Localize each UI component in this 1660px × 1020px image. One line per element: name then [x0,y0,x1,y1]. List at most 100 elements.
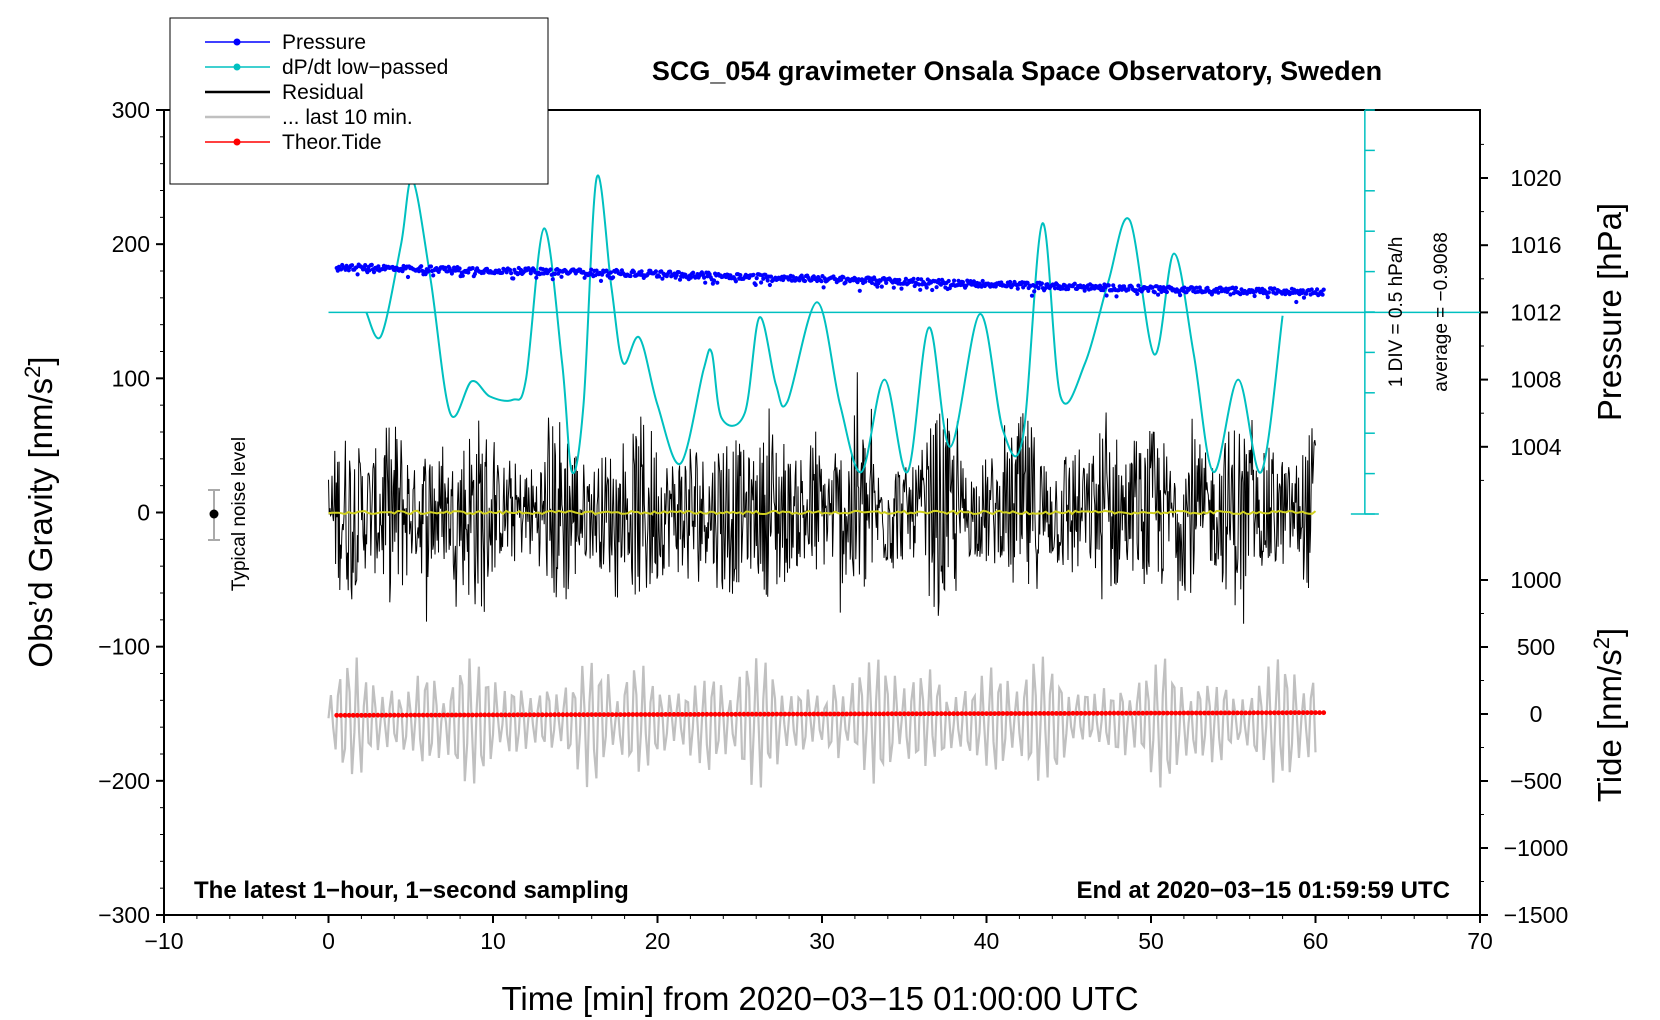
tide-point [675,712,681,717]
pressure-point [751,272,756,277]
tide-point [396,712,401,718]
tide-point [511,712,516,718]
pressure-point [507,267,513,272]
tide-point [873,711,878,717]
tide-point [1144,710,1150,716]
tide-point [815,711,821,717]
series-dpdt [365,174,1284,475]
chart-title: SCG_054 gravimeter Onsala Space Observat… [652,56,1382,86]
pressure-point [952,278,957,283]
pressure-point [691,270,696,275]
tide-point [893,711,899,717]
tide-tick-label: −1000 [1504,835,1569,861]
pressure-point [500,270,505,275]
pressure-point [911,276,916,281]
tide-axis-label-sup: 2 [1589,637,1614,649]
pressure-point [879,284,884,289]
pressure-point [1104,293,1109,298]
pressure-point [1252,293,1257,299]
pressure-point [1036,286,1041,291]
tide-point [630,712,636,717]
pressure-point [550,277,555,282]
tide-point [350,712,356,718]
tide-point [819,711,825,717]
pressure-point [540,267,546,272]
pressure-point [631,269,637,274]
tide-point [1292,710,1298,716]
tide-point [379,712,385,718]
pressure-point [711,278,717,283]
pressure-point [703,280,708,285]
pressure-point [1194,285,1199,290]
tide-point [1309,710,1314,716]
tide-point [646,712,652,717]
y-tick-label: −200 [98,768,150,794]
tide-point [844,711,850,717]
tide-point [877,711,882,717]
x-tick-label: 30 [809,928,835,954]
pressure-point [443,265,448,270]
pressure-point [363,263,368,268]
tide-point [889,711,895,717]
tide-point [951,711,956,717]
tide-point [1004,711,1010,716]
pressure-point [676,270,682,275]
pressure-point [431,273,436,278]
pressure-point [660,276,665,281]
y-tick-label: −300 [98,902,150,928]
tide-point [548,712,553,718]
tide-point [1000,711,1006,716]
tide-point [1078,710,1084,716]
x-tick-label: 0 [322,928,335,954]
pressure-point [1315,287,1320,292]
tide-point [474,712,479,718]
pressure-point [1228,292,1233,297]
pressure-point [1066,286,1071,292]
legend-marker [233,138,241,146]
tide-point [622,712,627,717]
x-axis-label: Time [min] from 2020−03−15 01:00:00 UTC [501,980,1138,1017]
tide-point [638,712,644,717]
tide-point [453,712,459,718]
pressure-point [1309,287,1314,292]
tide-point [1132,710,1137,716]
tide-point [794,711,800,717]
tide-point [975,711,981,716]
pressure-point [668,269,673,274]
tide-point [1054,711,1059,716]
tide-point [683,712,689,717]
x-tick-label: 50 [1138,928,1164,954]
tide-point [823,711,829,717]
tide-point [807,711,813,717]
tide-tick-label: 1000 [1510,567,1561,593]
pressure-point [1029,293,1035,298]
tide-point [527,712,533,718]
tide-point [486,712,492,718]
tide-point [659,712,664,717]
tide-axis-label-close: ] [1591,628,1628,637]
legend-label: Pressure [282,31,366,54]
tide-point [926,711,932,717]
y-axis-label-sup: 2 [20,366,45,378]
pressure-point [903,276,909,281]
pressure-point [1136,283,1141,288]
tide-point [614,712,619,717]
tide-point [1317,710,1322,716]
pressure-point [604,268,609,273]
tide-point [507,712,512,718]
tide-point [1255,710,1261,716]
tide-point [688,712,693,717]
tide-point [885,711,891,717]
tide-point [897,711,903,717]
legend-box [169,17,549,185]
tide-point [572,712,578,718]
pressure-point [677,277,683,282]
tide-point [400,712,405,718]
tide-point [831,711,837,717]
tide-point [1304,710,1310,716]
tide-point [383,712,389,718]
tide-point [1226,710,1232,716]
pressure-point [857,288,862,293]
pressure-point [428,264,434,269]
y-tick-label: −100 [98,634,150,660]
